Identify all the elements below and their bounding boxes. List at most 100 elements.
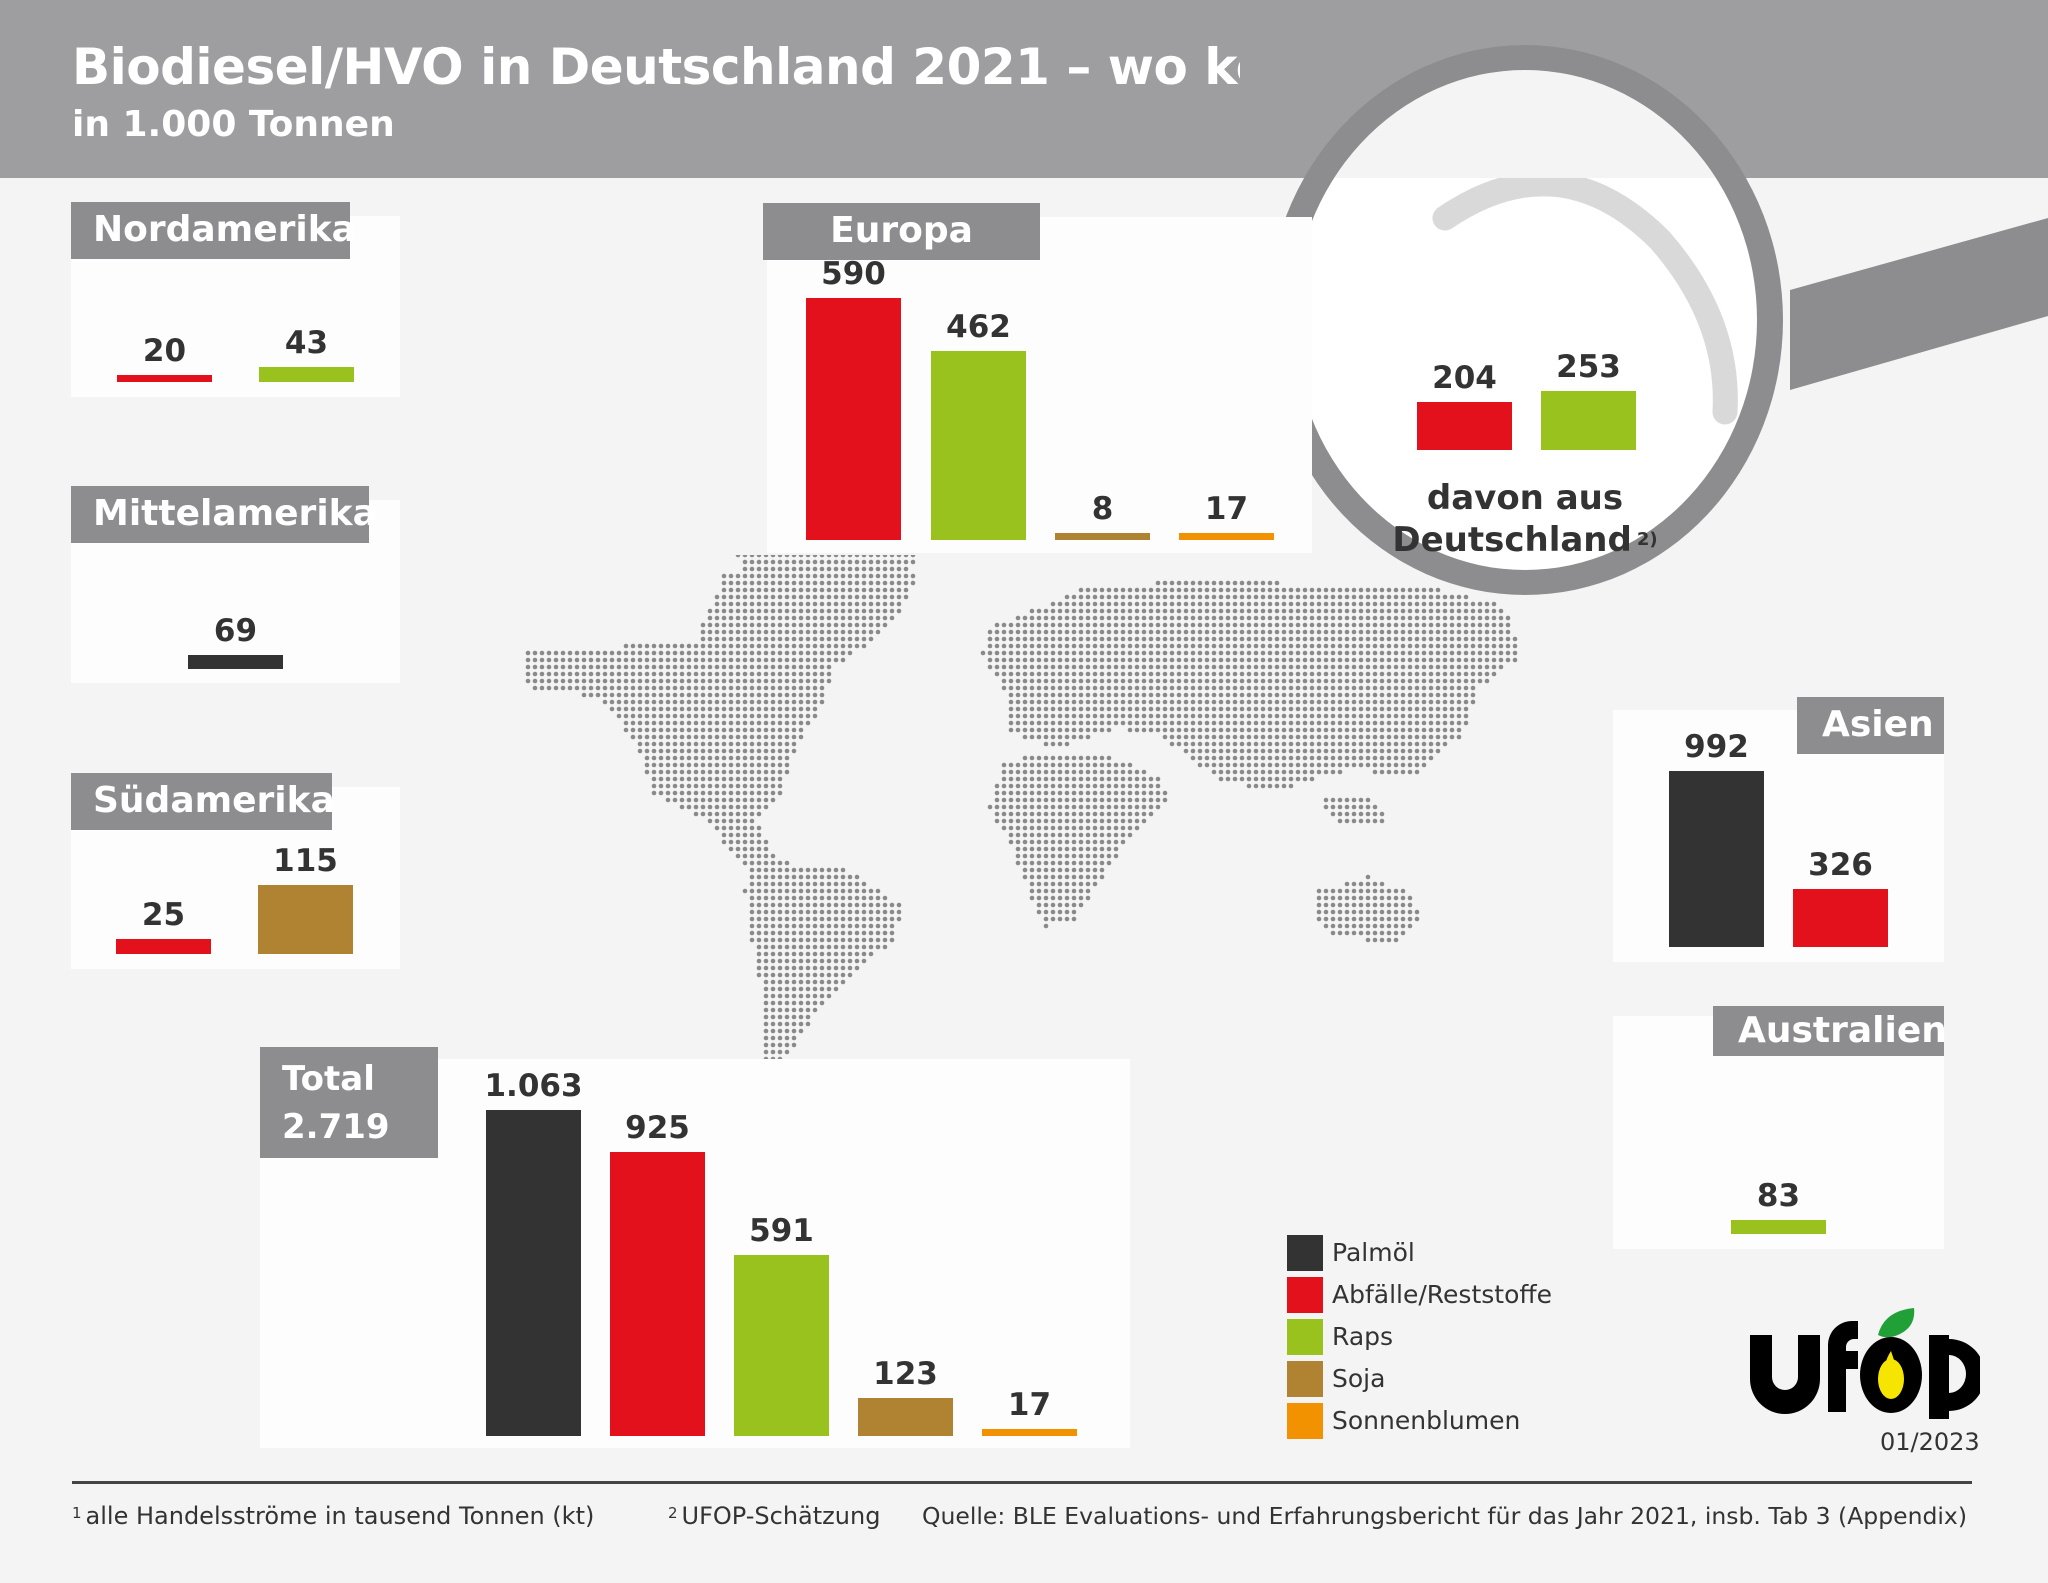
map-dot: [742, 762, 748, 768]
map-dot: [1015, 699, 1021, 705]
map-dot: [819, 965, 825, 971]
map-dot: [1155, 706, 1161, 712]
map-dot: [1365, 797, 1371, 803]
map-dot: [1267, 601, 1273, 607]
map-dot: [1386, 937, 1392, 943]
map-dot: [1288, 643, 1294, 649]
map-dot: [770, 657, 776, 663]
map-dot: [819, 951, 825, 957]
map-dot: [1344, 657, 1350, 663]
map-dot: [1085, 608, 1091, 614]
map-dot: [833, 895, 839, 901]
map-dot: [1218, 608, 1224, 614]
map-dot: [1015, 846, 1021, 852]
map-dot: [672, 657, 678, 663]
map-dot: [1127, 825, 1133, 831]
map-dot: [889, 594, 895, 600]
map-dot: [742, 587, 748, 593]
map-dot: [1232, 678, 1238, 684]
map-dot: [1407, 636, 1413, 642]
map-dot: [784, 580, 790, 586]
map-dot: [1372, 629, 1378, 635]
map-dot: [525, 671, 531, 677]
map-dot: [1204, 671, 1210, 677]
map-dot: [588, 650, 594, 656]
map-dot: [1456, 671, 1462, 677]
map-dot: [805, 573, 811, 579]
map-dot: [1456, 692, 1462, 698]
map-dot: [812, 636, 818, 642]
map-dot: [826, 671, 832, 677]
map-dot: [721, 818, 727, 824]
map-dot: [616, 699, 622, 705]
map-dot: [1099, 804, 1105, 810]
map-dot: [1064, 685, 1070, 691]
map-dot: [840, 930, 846, 936]
map-dot: [721, 748, 727, 754]
map-dot: [847, 643, 853, 649]
map-dot: [1267, 650, 1273, 656]
map-dot: [1239, 650, 1245, 656]
map-dot: [1078, 762, 1084, 768]
map-dot: [812, 706, 818, 712]
map-dot: [791, 916, 797, 922]
map-dot: [1113, 601, 1119, 607]
map-dot: [763, 720, 769, 726]
map-dot: [1232, 720, 1238, 726]
map-dot: [1302, 769, 1308, 775]
map-dot: [1120, 629, 1126, 635]
map-dot: [749, 867, 755, 873]
map-dot: [854, 555, 860, 558]
map-dot: [1330, 811, 1336, 817]
map-dot: [1141, 671, 1147, 677]
map-dot: [1113, 713, 1119, 719]
bar-total-sonnenblumen: [982, 1429, 1077, 1436]
map-dot: [1470, 671, 1476, 677]
map-dot: [1169, 685, 1175, 691]
map-dot: [784, 573, 790, 579]
map-dot: [756, 783, 762, 789]
map-dot: [854, 958, 860, 964]
map-dot: [840, 888, 846, 894]
map-dot: [847, 916, 853, 922]
map-dot: [1057, 832, 1063, 838]
map-dot: [1295, 678, 1301, 684]
map-dot: [1407, 587, 1413, 593]
map-dot: [756, 615, 762, 621]
map-dot: [1309, 699, 1315, 705]
map-dot: [756, 727, 762, 733]
map-dot: [665, 650, 671, 656]
map-dot: [742, 657, 748, 663]
map-dot: [1435, 664, 1441, 670]
map-dot: [595, 685, 601, 691]
map-dot: [1064, 825, 1070, 831]
map-dot: [1239, 622, 1245, 628]
map-dot: [1155, 720, 1161, 726]
map-dot: [784, 909, 790, 915]
map-dot: [1421, 685, 1427, 691]
map-dot: [1442, 601, 1448, 607]
map-dot: [644, 741, 650, 747]
map-dot: [1148, 671, 1154, 677]
map-dot: [903, 566, 909, 572]
map-dot: [784, 993, 790, 999]
map-dot: [1449, 664, 1455, 670]
map-dot: [1386, 622, 1392, 628]
map-dot: [1288, 636, 1294, 642]
map-dot: [1400, 720, 1406, 726]
map-dot: [644, 748, 650, 754]
map-dot: [784, 1035, 790, 1041]
map-dot: [1029, 769, 1035, 775]
map-dot: [1134, 727, 1140, 733]
map-dot: [1330, 916, 1336, 922]
map-dot: [1176, 587, 1182, 593]
map-dot: [1351, 797, 1357, 803]
map-dot: [756, 951, 762, 957]
map-dot: [1022, 671, 1028, 677]
map-dot: [868, 909, 874, 915]
map-dot: [1414, 685, 1420, 691]
map-dot: [994, 650, 1000, 656]
map-dot: [1099, 713, 1105, 719]
map-dot: [623, 671, 629, 677]
map-dot: [1337, 643, 1343, 649]
